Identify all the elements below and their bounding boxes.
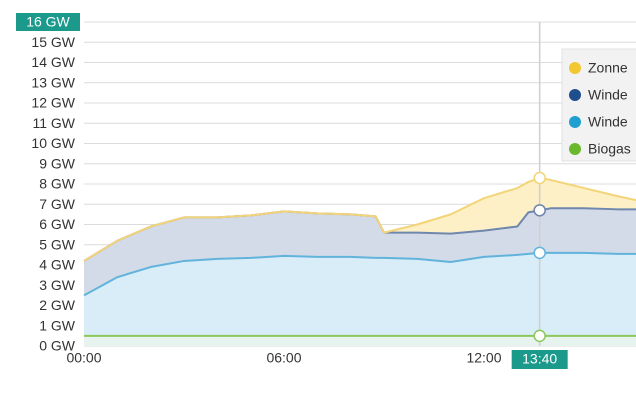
legend-marker <box>569 89 581 101</box>
y-tick-label: 14 GW <box>31 54 75 70</box>
hover-marker <box>533 246 546 260</box>
y-tick-label: 3 GW <box>39 277 76 293</box>
y-tick-label: 11 GW <box>32 115 75 131</box>
hover-marker <box>533 329 546 343</box>
y-tick-label: 4 GW <box>39 257 76 273</box>
series-line <box>83 176 636 262</box>
area-fill <box>84 208 636 296</box>
legend-marker <box>569 62 581 74</box>
y-tick-label: 10 GW <box>31 135 75 151</box>
hover-marker <box>533 204 546 217</box>
y-tick-label: 15 GW <box>31 34 75 50</box>
area-fill <box>84 252 636 336</box>
axes: 0 GW 1 GW 2 GW 3 GW 4 GW 5 GW 6 GW 7 GW 8 GW 9 GW… <box>16 13 502 366</box>
y-tick-label: 5 GW <box>39 236 76 252</box>
y-tick-label: 12 GW <box>31 95 75 111</box>
legend-label: Biogas <box>588 141 631 157</box>
series-line <box>83 251 636 297</box>
y-tick-label: 9 GW <box>39 155 76 171</box>
y-tick-label: 1 GW <box>39 317 76 333</box>
hover-marker <box>533 171 546 185</box>
legend-label: Zonne <box>588 60 628 76</box>
legend-marker <box>569 116 581 128</box>
crosshair-badge <box>511 350 568 369</box>
area-fill <box>84 177 636 261</box>
y-max-badge <box>16 13 80 31</box>
legend-marker <box>569 143 581 155</box>
area-fill <box>84 335 636 346</box>
legend-label: Winde <box>588 87 628 103</box>
overlay: 13:40 Zonne Winde Winde Biogas <box>511 22 636 369</box>
y-tick-label: 7 GW <box>39 196 76 212</box>
x-tick-label: 12:00 <box>466 350 501 366</box>
y-tick-label: 6 GW <box>39 216 76 232</box>
y-tick-label: 13 GW <box>31 74 75 90</box>
y-tick-label: 0 GW <box>39 338 76 354</box>
x-tick-label: 06:00 <box>266 350 301 366</box>
crosshair-label: 13:40 <box>522 351 557 367</box>
areas <box>83 176 636 346</box>
y-tick-label: 16 GW <box>26 14 70 30</box>
x-tick-label: 00:00 <box>66 350 101 366</box>
y-tick-label: 2 GW <box>39 297 76 313</box>
legend-label: Winde <box>588 114 628 130</box>
y-tick-label: 8 GW <box>39 176 76 192</box>
